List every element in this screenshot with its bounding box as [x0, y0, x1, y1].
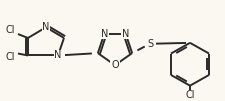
Text: N: N: [42, 22, 50, 32]
Text: S: S: [146, 39, 152, 49]
Text: N: N: [100, 28, 108, 38]
Text: N: N: [121, 28, 129, 38]
Text: O: O: [111, 60, 118, 70]
Text: N: N: [54, 50, 61, 60]
Text: Cl: Cl: [5, 52, 15, 62]
Text: Cl: Cl: [5, 25, 15, 35]
Text: Cl: Cl: [184, 90, 194, 100]
